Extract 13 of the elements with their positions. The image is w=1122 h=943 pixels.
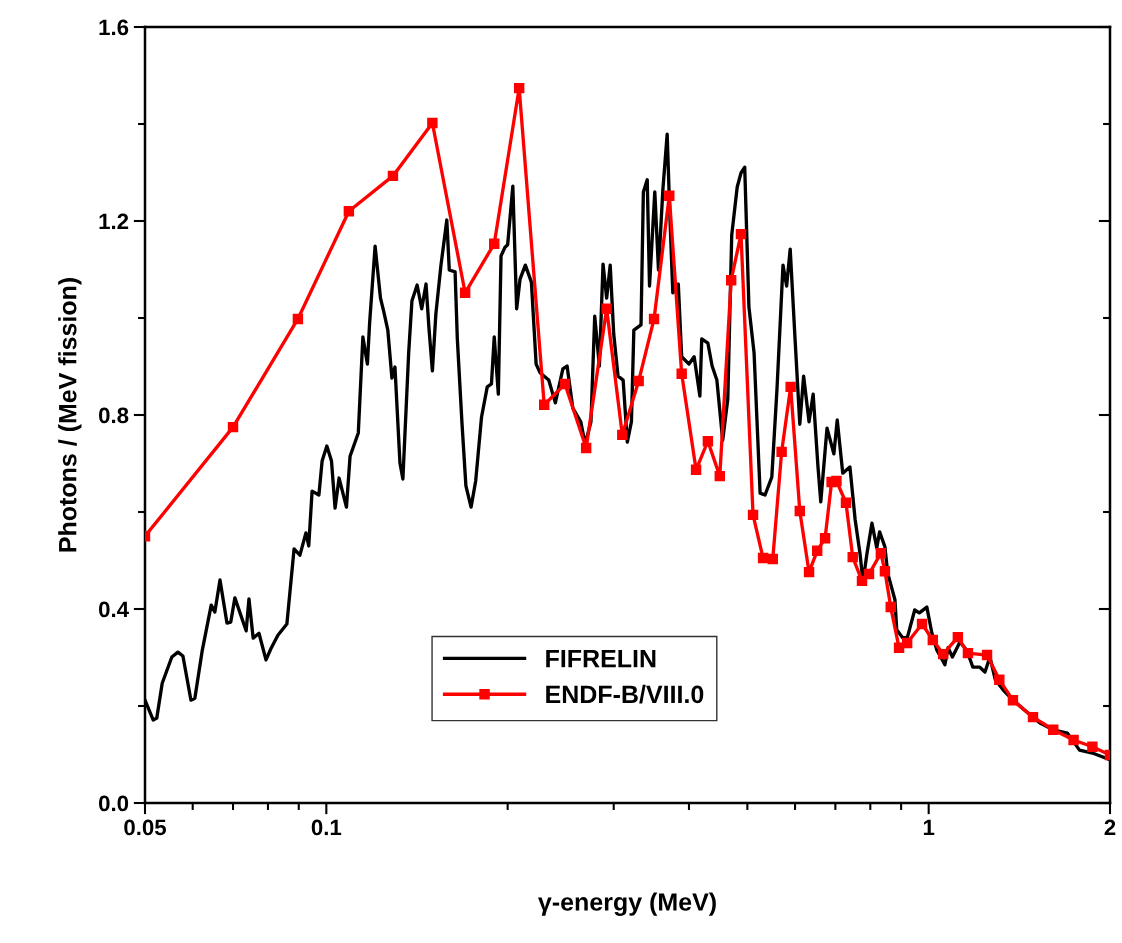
y-tick-label: 1.6: [99, 19, 129, 36]
y-tick-label: 0.4: [99, 601, 129, 618]
y-tick-label: 0.8: [99, 407, 129, 424]
x-tick-label: 0.05: [124, 819, 167, 836]
y-tick-label: 1.2: [99, 213, 129, 230]
x-tick-label: 2: [1104, 819, 1116, 836]
x-tick-label: 1: [923, 819, 935, 836]
x-axis-title: γ-energy (MeV): [538, 892, 716, 916]
x-tick-label: 0.1: [311, 819, 342, 836]
y-axis-title: Photons / (MeV fission): [58, 278, 82, 552]
y-tick-label: 0.0: [99, 795, 129, 812]
legend-label: FIFRELIN: [546, 649, 656, 668]
legend-label: ENDF-B/VIII.0: [546, 684, 704, 704]
